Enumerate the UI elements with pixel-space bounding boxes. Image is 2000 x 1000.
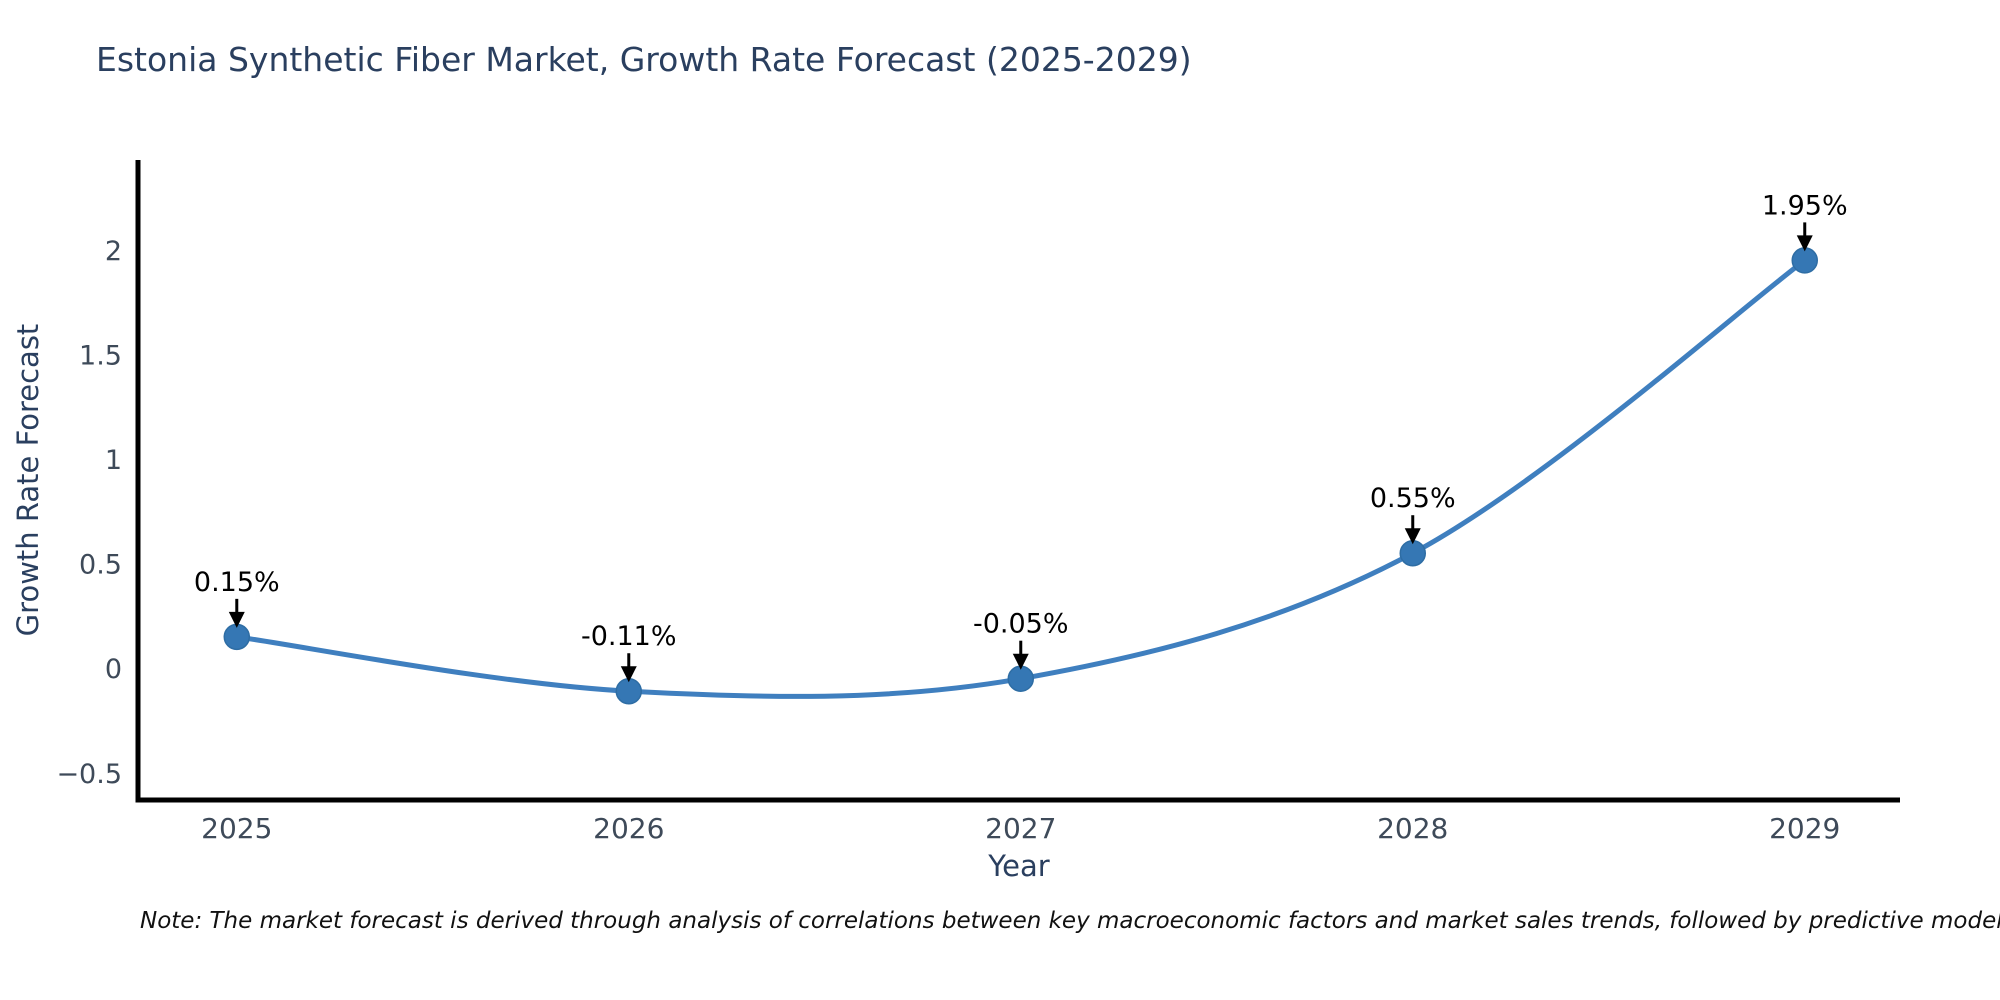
chart-title: Estonia Synthetic Fiber Market, Growth R… [96, 40, 1192, 79]
y-tick-label: −0.5 [56, 759, 122, 790]
annotation-label: -0.11% [581, 621, 677, 652]
x-axis-title: Year [987, 849, 1049, 883]
annotation-arrow-head [1012, 653, 1029, 670]
footnote-text: Note: The market forecast is derived thr… [140, 908, 2000, 934]
data-point-marker [1791, 247, 1818, 274]
spline-line [234, 257, 1808, 699]
data-point-marker [223, 623, 251, 651]
y-tick-label: 0.5 [79, 550, 122, 581]
annotation-label: 1.95% [1762, 190, 1848, 221]
x-tick-label: 2026 [593, 812, 664, 845]
annotation-label: 0.15% [194, 567, 280, 598]
y-axis-title: Growth Rate Forecast [11, 324, 45, 637]
y-tick-label: 2 [105, 236, 122, 267]
annotation-arrow-head [620, 666, 637, 683]
x-tick-label: 2027 [985, 812, 1056, 845]
y-tick-label: 1 [105, 445, 122, 476]
data-point-marker [1007, 665, 1035, 692]
data-point-marker [615, 677, 643, 705]
x-tick-label: 2028 [1377, 812, 1448, 845]
annotation-arrow-head [1796, 235, 1813, 252]
annotation-arrow-head [228, 611, 245, 628]
y-tick-label: 1.5 [79, 341, 122, 372]
data-point-marker [1399, 539, 1427, 567]
x-tick-label: 2029 [1769, 812, 1840, 845]
annotation-arrow-head [1404, 528, 1421, 545]
y-tick-label: 0 [105, 654, 122, 685]
annotation-label: -0.05% [973, 609, 1069, 640]
annotation-label: 0.55% [1370, 483, 1456, 514]
x-tick-label: 2025 [201, 812, 272, 845]
